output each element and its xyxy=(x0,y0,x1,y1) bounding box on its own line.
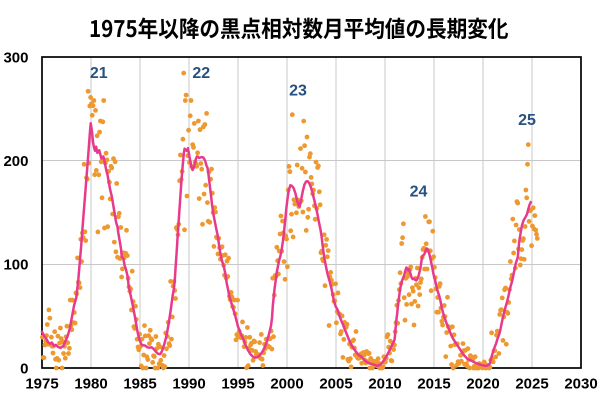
svg-text:23: 23 xyxy=(289,83,307,100)
svg-text:24: 24 xyxy=(410,184,428,201)
svg-text:300: 300 xyxy=(3,49,28,66)
svg-text:100: 100 xyxy=(3,257,28,274)
svg-text:2030: 2030 xyxy=(564,375,597,392)
svg-text:1990: 1990 xyxy=(172,375,205,392)
svg-text:2005: 2005 xyxy=(319,375,352,392)
svg-text:1995: 1995 xyxy=(221,375,254,392)
svg-text:25: 25 xyxy=(518,112,536,129)
svg-text:22: 22 xyxy=(192,65,210,82)
svg-text:200: 200 xyxy=(3,153,28,170)
svg-text:1980: 1980 xyxy=(74,375,107,392)
svg-text:2025: 2025 xyxy=(515,375,548,392)
svg-text:1975: 1975 xyxy=(25,375,58,392)
svg-text:1985: 1985 xyxy=(123,375,156,392)
svg-text:2015: 2015 xyxy=(417,375,450,392)
svg-text:2010: 2010 xyxy=(368,375,401,392)
svg-text:2000: 2000 xyxy=(270,375,303,392)
svg-text:21: 21 xyxy=(90,65,108,82)
svg-text:0: 0 xyxy=(20,360,28,377)
svg-text:2020: 2020 xyxy=(466,375,499,392)
